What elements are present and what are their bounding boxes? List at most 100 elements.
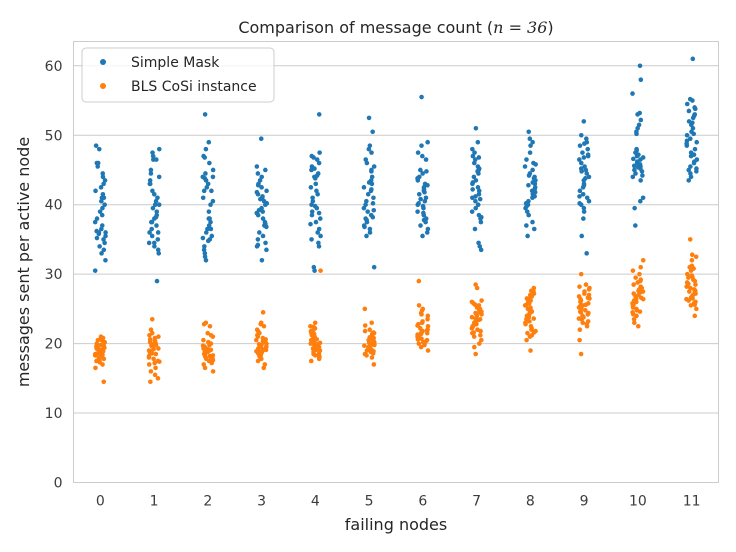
data-point	[631, 302, 636, 308]
data-point	[473, 126, 479, 131]
data-point	[96, 146, 102, 152]
data-point	[581, 209, 587, 214]
data-point	[364, 198, 369, 204]
data-point	[531, 316, 537, 321]
data-point	[423, 195, 429, 201]
data-point	[99, 226, 104, 232]
data-point	[309, 209, 315, 214]
data-point	[583, 167, 589, 173]
data-point	[261, 323, 267, 329]
data-point	[690, 56, 696, 62]
data-point	[479, 214, 484, 220]
data-point	[260, 209, 266, 214]
data-point	[630, 312, 636, 317]
data-point	[312, 320, 318, 326]
data-point	[689, 257, 695, 263]
data-point	[309, 212, 315, 218]
data-point	[633, 275, 638, 280]
data-point	[527, 319, 532, 324]
data-point	[688, 295, 694, 301]
data-point	[633, 171, 638, 176]
data-point	[101, 356, 107, 362]
data-point	[469, 314, 475, 320]
data-point	[581, 182, 587, 188]
data-point	[690, 120, 695, 126]
data-point	[576, 157, 582, 162]
data-point	[312, 268, 317, 273]
data-point	[363, 157, 369, 162]
data-point	[149, 219, 154, 225]
data-point	[362, 323, 368, 328]
data-point	[581, 155, 587, 160]
chart-title: Comparison of message count (n = 36)	[238, 18, 553, 37]
data-point	[153, 351, 159, 357]
data-point	[151, 356, 156, 362]
data-point	[316, 240, 321, 246]
data-point	[253, 337, 259, 343]
data-point	[154, 223, 159, 228]
data-point	[582, 291, 587, 296]
data-point	[361, 205, 367, 211]
data-point	[637, 309, 643, 314]
data-point	[424, 328, 430, 333]
data-point	[260, 310, 266, 315]
data-point	[147, 230, 152, 235]
data-point	[259, 350, 264, 355]
data-point	[370, 214, 376, 220]
data-point	[150, 150, 155, 155]
data-point	[257, 178, 263, 183]
data-point	[577, 284, 582, 289]
data-point	[366, 180, 372, 185]
data-point	[263, 347, 269, 353]
data-point	[201, 247, 207, 253]
data-point	[686, 281, 691, 287]
data-point	[686, 289, 692, 294]
data-point	[370, 129, 375, 135]
data-point	[205, 226, 210, 232]
data-point	[638, 77, 644, 82]
data-point	[577, 143, 583, 148]
data-point	[260, 233, 266, 239]
data-point	[474, 285, 480, 291]
data-point	[313, 343, 319, 348]
data-point	[692, 313, 698, 319]
data-point	[313, 219, 319, 225]
data-point	[580, 191, 586, 197]
data-point	[631, 282, 636, 287]
data-point	[367, 230, 373, 235]
data-point	[526, 129, 532, 135]
data-point	[470, 180, 476, 185]
data-point	[203, 257, 209, 263]
data-point	[694, 139, 700, 145]
data-point	[420, 203, 426, 209]
data-point	[262, 362, 268, 367]
data-point	[259, 257, 265, 263]
data-point	[584, 171, 590, 176]
data-point	[92, 353, 98, 358]
data-point	[585, 152, 591, 158]
data-point	[577, 337, 582, 343]
data-point	[369, 320, 374, 326]
data-point	[153, 198, 159, 204]
x-tick-label: 9	[580, 494, 589, 510]
data-point	[149, 343, 154, 348]
data-point	[155, 195, 160, 201]
data-point	[255, 242, 261, 248]
data-point	[98, 185, 104, 190]
data-point	[261, 365, 267, 371]
data-point	[364, 233, 369, 239]
data-point	[157, 359, 162, 364]
data-point	[632, 205, 637, 211]
data-point	[264, 224, 269, 230]
data-point	[101, 343, 107, 348]
data-point	[201, 337, 206, 343]
data-point	[255, 328, 261, 334]
data-point	[471, 334, 477, 339]
data-point	[582, 164, 587, 169]
data-point	[528, 348, 533, 353]
data-point	[635, 164, 641, 170]
data-point	[638, 277, 644, 283]
data-point	[631, 156, 636, 162]
data-point	[318, 268, 323, 273]
data-point	[99, 195, 105, 201]
